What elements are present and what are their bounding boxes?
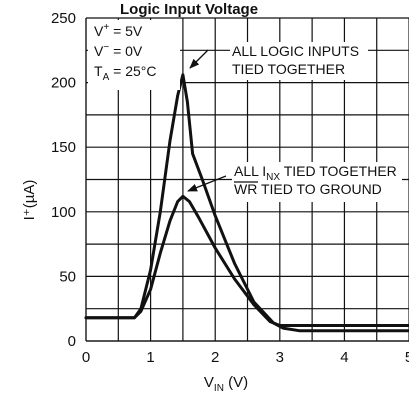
tick-labels: 012345050100150200250	[51, 10, 409, 366]
y-tick-label: 0	[68, 333, 76, 350]
annotation-text: WR TIED TO GROUND	[234, 181, 382, 197]
condition-text: TA = 25°C	[94, 63, 156, 83]
condition-text: V+ = 5V	[94, 22, 143, 39]
annotation-arrow	[187, 175, 227, 192]
annotation-background	[230, 42, 368, 80]
y-tick-label: 50	[59, 268, 76, 285]
series-line-2	[84, 194, 409, 327]
condition-text: V− = 0V	[94, 42, 143, 59]
annotation-text: TIED TOGETHER	[232, 61, 345, 77]
annotations: ALL LOGIC INPUTS TIED TOGETHER ALL INX TIE…	[187, 42, 402, 202]
x-tick-label: 2	[211, 349, 219, 366]
y-axis-label: I⁺(µA)	[21, 180, 38, 221]
x-tick-label: 0	[82, 349, 90, 366]
x-axis-label: VIN (V)	[204, 374, 248, 394]
curves	[84, 73, 409, 333]
x-tick-label: 5	[405, 349, 409, 366]
x-axis-label-sub: IN	[214, 383, 224, 394]
annotation-arrow	[189, 49, 209, 69]
annotation-background	[232, 162, 402, 202]
x-axis-label-main: V	[204, 374, 214, 391]
annotation-text: ALL LOGIC INPUTS	[232, 43, 359, 59]
x-axis-label-unit: (V)	[224, 374, 248, 391]
x-tick-label: 1	[146, 349, 154, 366]
x-tick-label: 3	[276, 349, 284, 366]
series-line-1	[84, 73, 409, 333]
conditions-box: V+ = 5V V− = 0V TA = 25°C	[88, 20, 180, 90]
chart-title: Logic Input Voltage	[120, 1, 258, 18]
y-tick-label: 150	[51, 139, 76, 156]
annotation-text: ALL INX TIED TOGETHER	[234, 163, 397, 183]
x-tick-label: 4	[340, 349, 348, 366]
y-tick-label: 250	[51, 10, 76, 27]
y-tick-label: 200	[51, 75, 76, 92]
y-tick-label: 100	[51, 204, 76, 221]
conditions-background	[88, 20, 180, 90]
